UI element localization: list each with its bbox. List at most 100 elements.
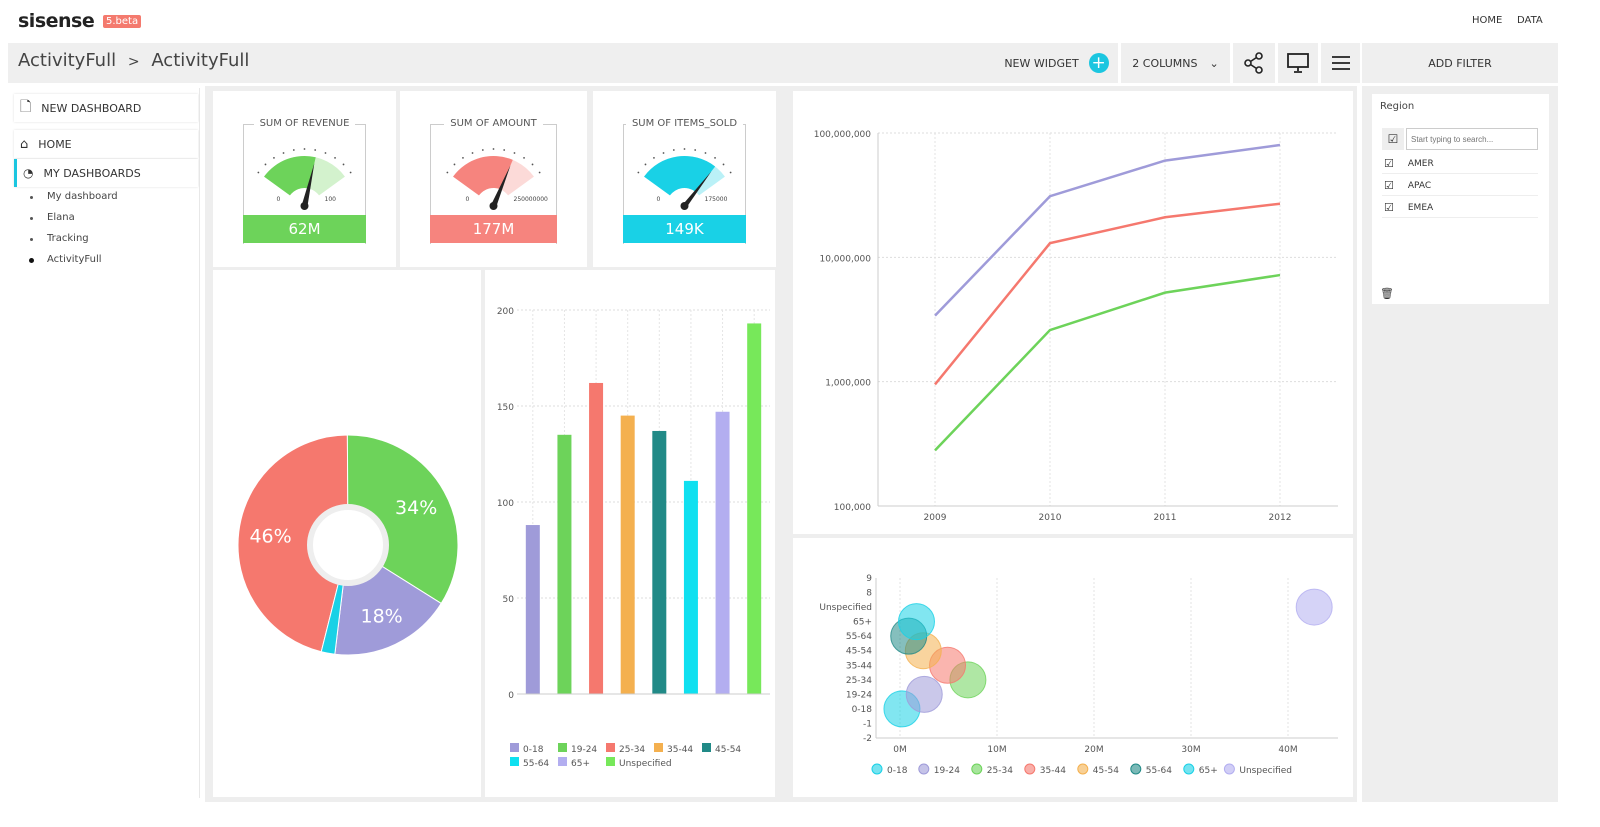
filter-item[interactable]: ☑ AMER: [1382, 154, 1538, 174]
y-tick-label: 0: [508, 691, 514, 701]
gauge-widget[interactable]: SUM OF REVENUE 0 100 62M: [213, 91, 396, 267]
monitor-icon: [1287, 53, 1309, 73]
columns-label: 2 COLUMNS: [1132, 56, 1198, 70]
y-tick-label: 45-54: [846, 647, 872, 657]
bubble: [1295, 588, 1333, 626]
dashboard-link[interactable]: Tracking: [47, 233, 89, 244]
sidebar: [10, 88, 200, 798]
breadcrumb-separator: >: [127, 54, 140, 70]
pie-slice-label: 34%: [395, 497, 437, 519]
y-tick-label: 35-44: [846, 661, 872, 671]
gauge-max: 250000000: [513, 196, 548, 203]
new-widget-button[interactable]: NEW WIDGET +: [995, 43, 1118, 83]
legend-label: 45-54: [1093, 766, 1119, 776]
trash-icon[interactable]: 🗑: [1380, 287, 1394, 300]
gauge-widget[interactable]: SUM OF AMOUNT 0 250000000 177M: [400, 91, 587, 267]
checkbox-checked-icon[interactable]: ☑: [1384, 201, 1394, 214]
new-widget-label: NEW WIDGET: [1004, 56, 1079, 70]
dashboard-link-active[interactable]: ActivityFull: [47, 254, 102, 265]
select-all-checkbox[interactable]: ☑: [1382, 128, 1404, 150]
bullet-active-icon: [29, 258, 34, 263]
legend-label: 45-54: [715, 745, 741, 755]
breadcrumb: ActivityFull > ActivityFull: [18, 50, 249, 71]
sisense-logo: sisense: [18, 10, 95, 32]
dashboard-link[interactable]: Elana: [47, 212, 75, 223]
legend-label: 65+: [571, 759, 590, 769]
y-tick-label: -2: [863, 734, 872, 744]
share-button[interactable]: [1230, 43, 1275, 83]
x-tick-label: 0M: [893, 745, 907, 755]
bar-chart: 0 50 100 150 200 0-18 19-24 25-34 35-44 45-54 55-6…: [497, 307, 770, 769]
legend-marker: [1223, 763, 1235, 775]
legend-label: 19-24: [934, 766, 960, 776]
y-tick-label: 10,000,000: [819, 254, 871, 264]
new-dashboard-button[interactable]: 🗋 NEW DASHBOARD: [14, 94, 198, 122]
bar-widget[interactable]: 0 50 100 150 200 0-18 19-24 25-34 35-44 45-54 55-6…: [485, 270, 775, 797]
add-filter-button[interactable]: ADD FILTER: [1362, 43, 1558, 83]
legend-marker: [1077, 763, 1089, 775]
gauge-min: 0: [465, 196, 470, 203]
pie-slice-label: 46%: [249, 526, 291, 548]
legend-label: 25-34: [619, 745, 645, 755]
gauge-dial: [446, 148, 541, 210]
checkbox-checked-icon[interactable]: ☑: [1384, 179, 1394, 192]
bubble-widget[interactable]: -2 -1 0-18 19-24 25-34 35-44 45-54 55-64 65+ Unsp…: [793, 538, 1353, 797]
gauge-value: 149K: [623, 215, 746, 243]
gauge-needle: [301, 163, 315, 206]
bubble: [897, 603, 935, 641]
legend-marker: [918, 763, 930, 775]
y-tick-label: 150: [497, 403, 514, 413]
dashboards-icon: ◔: [23, 166, 34, 180]
share-icon: [1244, 52, 1263, 74]
gauge-widget[interactable]: SUM OF ITEMS_SOLD 0 175000 149K: [593, 91, 776, 267]
legend-swatch: [558, 757, 567, 766]
breadcrumb-root[interactable]: ActivityFull: [18, 50, 117, 71]
y-tick-label: 65+: [853, 618, 872, 628]
gauge-value: 177M: [430, 215, 557, 243]
menu-button[interactable]: [1318, 43, 1360, 83]
dashboard-link[interactable]: My dashboard: [47, 191, 118, 202]
x-tick-label: 30M: [1181, 745, 1200, 755]
data-link[interactable]: DATA: [1517, 15, 1543, 26]
version-badge: 5.beta: [103, 15, 142, 28]
filter-search-input[interactable]: [1406, 128, 1538, 150]
sidebar-item-home[interactable]: ⌂ HOME: [14, 130, 198, 158]
x-tick-label: 2012: [1269, 513, 1292, 523]
legend-label: 19-24: [571, 745, 597, 755]
checkbox-checked-icon[interactable]: ☑: [1384, 157, 1394, 170]
filter-item[interactable]: ☑ EMEA: [1382, 198, 1538, 218]
legend-swatch: [558, 743, 567, 752]
bar: [525, 525, 540, 694]
legend-marker: [871, 763, 883, 775]
home-link[interactable]: HOME: [1472, 15, 1503, 26]
bullet-icon: [30, 238, 33, 241]
bar: [683, 480, 698, 694]
gauge-needle: [490, 165, 511, 206]
gauge-min: 0: [276, 196, 281, 203]
line-widget[interactable]: 100,000 1,000,000 10,000,000 100,000,000 200…: [793, 91, 1353, 534]
filter-item[interactable]: ☑ APAC: [1382, 176, 1538, 196]
filter-item-label: AMER: [1407, 158, 1434, 169]
gauge-title: SUM OF ITEMS_SOLD: [625, 118, 744, 129]
bar: [557, 434, 572, 694]
my-dashboards-label: MY DASHBOARDS: [43, 166, 141, 180]
legend-swatch: [510, 757, 519, 766]
gauge-min: 0: [656, 196, 661, 203]
new-document-icon: 🗋: [20, 99, 32, 115]
x-tick-label: 10M: [987, 745, 1006, 755]
present-button[interactable]: [1275, 43, 1318, 83]
gauge-title: SUM OF REVENUE: [253, 118, 356, 129]
filter-item-label: APAC: [1407, 180, 1432, 191]
y-tick-label: 100,000: [834, 503, 871, 513]
y-tick-label: 19-24: [846, 690, 872, 700]
series-line: [934, 143, 1281, 317]
pie-widget[interactable]: 46% 34% 18%: [213, 270, 481, 797]
y-tick-label: 50: [503, 595, 515, 605]
gauge-dial: [257, 148, 352, 210]
breadcrumb-current: ActivityFull: [151, 50, 250, 71]
sidebar-item-my-dashboards[interactable]: ◔ MY DASHBOARDS: [14, 159, 198, 187]
x-tick-label: 20M: [1084, 745, 1103, 755]
region-filter: Region ☑ ☑AMER☑APAC☑EMEA 🗑: [1372, 94, 1549, 304]
bar: [620, 415, 635, 694]
columns-dropdown[interactable]: 2 COLUMNS ⌄: [1118, 43, 1230, 83]
